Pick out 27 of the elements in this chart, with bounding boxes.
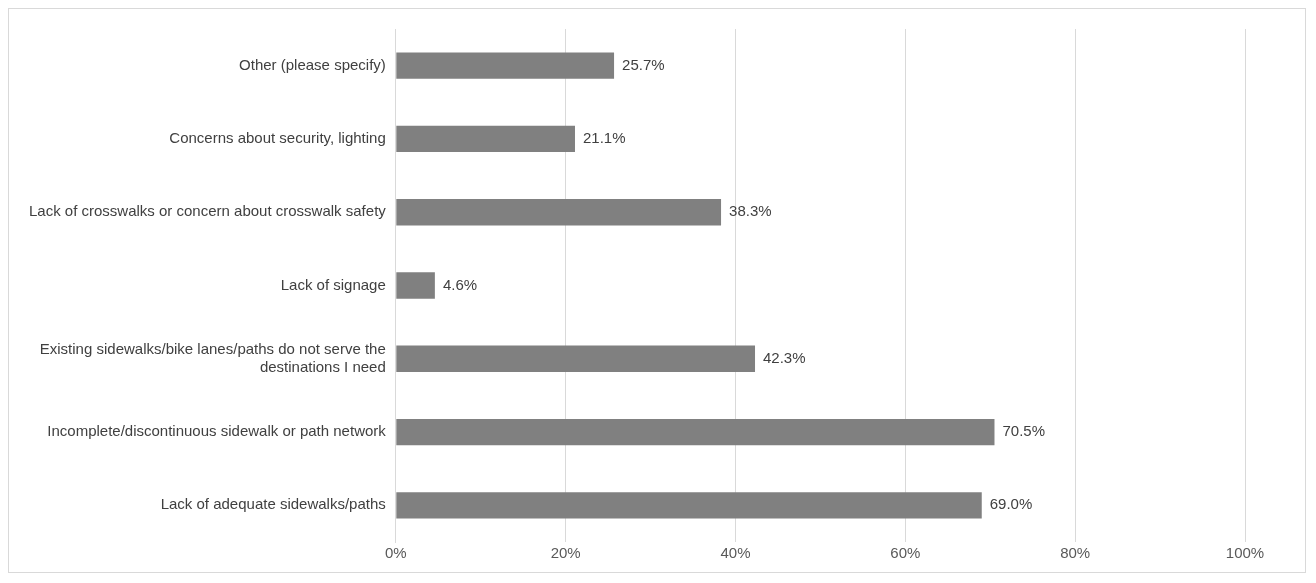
x-tick-label: 40% xyxy=(720,544,751,562)
bar xyxy=(396,418,995,446)
data-label: 21.1% xyxy=(582,129,626,147)
y-tick-label: Existing sidewalks/bike lanes/paths do not serve the destinations I need xyxy=(39,339,386,375)
x-tick-label: 60% xyxy=(890,544,921,562)
bar xyxy=(396,345,756,372)
x-tick-label: 20% xyxy=(550,544,581,562)
y-tick-label: Incomplete/discontinuous sidewalk or path network xyxy=(47,422,387,440)
y-tick-label: Lack of adequate sidewalks/paths xyxy=(160,495,386,513)
bar xyxy=(396,52,615,79)
y-tick-label: Lack of crosswalks or concern about crosswalk safety xyxy=(28,202,387,220)
y-tick-label: Lack of signage xyxy=(280,275,386,293)
bar xyxy=(396,199,722,226)
data-label: 70.5% xyxy=(1002,422,1046,440)
bar xyxy=(396,492,982,519)
x-tick-label: 80% xyxy=(1060,544,1091,562)
y-tick-label: Concerns about security, lighting xyxy=(169,129,386,147)
y-tick-label: Other (please specify) xyxy=(239,55,386,73)
data-label: 38.3% xyxy=(729,202,772,220)
data-label: 69.0% xyxy=(989,495,1033,513)
bar xyxy=(396,125,575,153)
x-tick-label: 100% xyxy=(1225,544,1265,562)
bar xyxy=(396,272,435,299)
data-label: 42.3% xyxy=(763,348,806,366)
x-tick-label: 0% xyxy=(384,544,407,562)
data-label: 4.6% xyxy=(442,275,478,293)
data-label: 25.7% xyxy=(622,55,665,73)
